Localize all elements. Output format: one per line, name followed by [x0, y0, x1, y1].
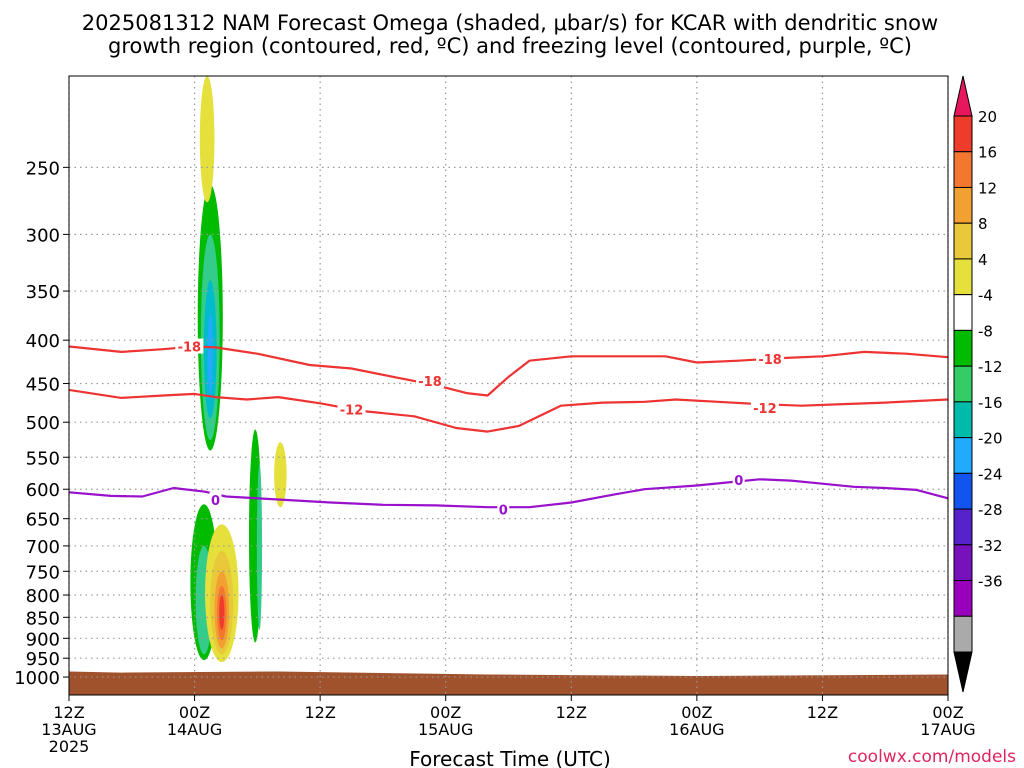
- x-tick-label: 00Z: [179, 703, 210, 722]
- omega-feature: [256, 463, 263, 631]
- chart-title-line1: 2025081312 NAM Forecast Omega (shaded, μ…: [82, 11, 938, 35]
- colorbar-box: [953, 115, 973, 153]
- y-tick-label: 950: [26, 649, 60, 670]
- colorbar-label: -24: [978, 465, 1003, 483]
- omega-shading-layer: [190, 76, 287, 663]
- x-tick-label: 12Z: [304, 703, 335, 722]
- y-tick-label: 850: [26, 608, 60, 629]
- y-tick-label: 750: [26, 562, 60, 583]
- y-tick-label: 300: [26, 225, 60, 246]
- x-tick-label: 00Z: [430, 703, 461, 722]
- contour-label: -18: [178, 341, 202, 356]
- omega-feature: [274, 442, 287, 508]
- grid-layer: [68, 76, 949, 695]
- contour-label: 0: [734, 474, 743, 489]
- omega-feature: [219, 595, 225, 631]
- contour-line--18: [68, 345, 949, 397]
- contour-label-bg: [209, 492, 222, 508]
- colorbar-box: [953, 186, 973, 224]
- colorbar-label: -36: [978, 573, 1003, 591]
- contour-label: -12: [753, 402, 777, 417]
- y-tick-label: 700: [26, 537, 60, 558]
- omega-feature: [199, 76, 215, 203]
- contour-label-bg: [416, 373, 445, 389]
- colorbar-label: -12: [978, 358, 1003, 376]
- x-tick-label: 16AUG: [669, 720, 724, 739]
- x-tick-label: 15AUG: [418, 720, 473, 739]
- colorbar-box: [953, 508, 973, 546]
- contour-label: 0: [499, 504, 508, 519]
- contour-label-bg: [750, 399, 779, 415]
- colorbar-label: -16: [978, 394, 1003, 412]
- omega-feature: [207, 313, 213, 396]
- y-tick-label: 650: [26, 510, 60, 531]
- colorbar-box: [953, 294, 973, 331]
- colorbar-box: [953, 437, 973, 474]
- contour-label-bg: [175, 338, 204, 354]
- x-tick-label: 14AUG: [167, 720, 222, 739]
- y-tick-label: 350: [26, 282, 60, 303]
- y-tick-label: 450: [26, 374, 60, 395]
- colorbar-label: 20: [978, 108, 997, 126]
- colorbar-box: [953, 615, 973, 653]
- y-tick-label: 550: [26, 448, 60, 469]
- colorbar-label: -32: [978, 537, 1003, 555]
- colorbar-box: [953, 401, 973, 439]
- contour-label: 0: [211, 494, 220, 509]
- y-axis: 2503003504004505005506006507007508008509…: [14, 158, 69, 689]
- ground-fill: [69, 671, 948, 695]
- colorbar: 20 16 12 8 4 -4 -8 -12 -16 -20 -24 -28 -32 -36: [953, 75, 1003, 693]
- x-tick-label: 2025: [49, 737, 90, 756]
- colorbar-bottom-arrow: [953, 651, 973, 693]
- x-tick-label: 12Z: [53, 703, 84, 722]
- y-tick-label: 800: [26, 586, 60, 607]
- colorbar-label: 12: [978, 179, 997, 197]
- x-tick-label: 00Z: [932, 703, 963, 722]
- colorbar-label: -28: [978, 501, 1003, 519]
- colorbar-label: -20: [978, 430, 1003, 448]
- y-tick-label: 250: [26, 158, 60, 179]
- colorbar-label: 8: [978, 215, 988, 233]
- x-axis-label: Forecast Time (UTC): [409, 747, 611, 768]
- y-tick-label: 900: [26, 629, 60, 650]
- contour-label-bg: [732, 471, 745, 487]
- colorbar-box: [953, 329, 973, 367]
- y-tick-label: 1000: [14, 668, 60, 689]
- x-tick-label: 12Z: [807, 703, 838, 722]
- contour-label: -12: [340, 403, 364, 418]
- contour-label-bg: [337, 401, 366, 417]
- contour-label: -18: [758, 353, 782, 368]
- colorbar-box: [953, 580, 973, 617]
- colorbar-box: [953, 365, 973, 403]
- colorbar-box: [953, 151, 973, 188]
- y-tick-label: 400: [26, 331, 60, 352]
- y-tick-label: 600: [26, 480, 60, 501]
- y-tick-label: 500: [26, 413, 60, 434]
- colorbar-label: -4: [978, 287, 993, 305]
- colorbar-label: -8: [978, 322, 993, 340]
- ground-layer: [69, 671, 948, 695]
- contour-layer: -18 -18 -18 -12 -12 0 0 0: [68, 338, 949, 519]
- plot-frame: [68, 75, 949, 696]
- colorbar-label: 16: [978, 144, 997, 162]
- colorbar-box: [953, 544, 973, 582]
- contour-line-0: [68, 478, 949, 509]
- x-tick-label: 17AUG: [920, 720, 975, 739]
- colorbar-label: 4: [978, 251, 988, 269]
- colorbar-box: [953, 222, 973, 260]
- chart-title-line2: growth region (contoured, red, ºC) and f…: [108, 34, 912, 58]
- colorbar-box: [953, 472, 973, 510]
- x-tick-label: 13AUG: [41, 720, 96, 739]
- contour-label: -18: [418, 375, 442, 390]
- credit-text: coolwx.com/models: [848, 747, 1016, 767]
- contour-label-bg: [756, 350, 785, 366]
- colorbar-box: [953, 258, 973, 296]
- x-tick-label: 12Z: [556, 703, 587, 722]
- contour-label-bg: [497, 501, 510, 517]
- x-tick-label: 00Z: [681, 703, 712, 722]
